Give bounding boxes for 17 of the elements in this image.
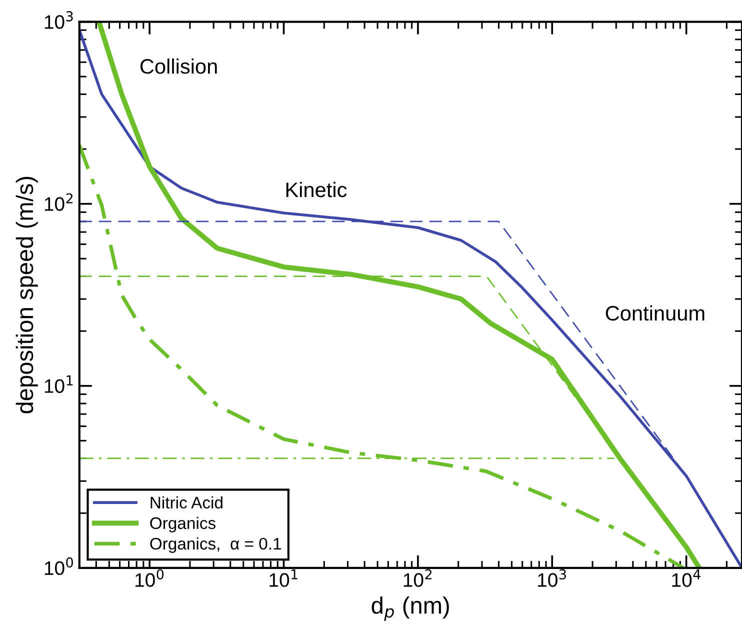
- y-tick-label: 10$^{0}$: [44, 557, 73, 576]
- legend-label: Organics: [150, 516, 216, 532]
- x-tick-label: 10$^{0}$: [135, 569, 164, 587]
- x-tick-label: 10$^{4}$: [672, 569, 700, 587]
- x-tick-label: 10$^{3}$: [538, 569, 566, 587]
- legend-label: Nitric Acid: [150, 496, 222, 509]
- y-tick-label: 10$^{1}$: [44, 375, 73, 393]
- annotation: Collision: [140, 58, 217, 74]
- annotation: Kinetic: [286, 182, 347, 198]
- x-axis-title: d$_{p}$ (nm): [372, 596, 449, 621]
- annotation: Continuum: [606, 305, 704, 321]
- y-tick-label: 10$^{2}$: [44, 193, 73, 211]
- x-tick-label: 10$^{1}$: [270, 569, 298, 587]
- y-axis-title: deposition speed (m/s): [16, 176, 38, 414]
- legend-label: Organics, α = 0.1: [150, 537, 281, 553]
- x-tick-label: 10$^{2}$: [404, 569, 432, 587]
- y-tick-label: 10$^{3}$: [44, 11, 73, 29]
